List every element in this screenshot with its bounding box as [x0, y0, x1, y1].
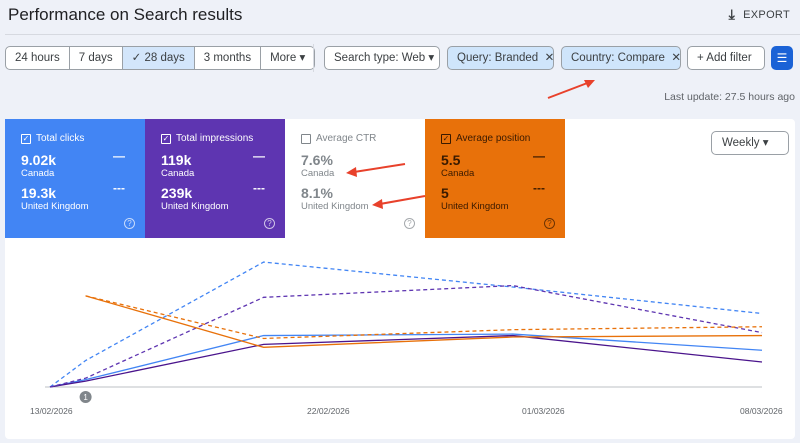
metric-label-uk: United Kingdom [441, 201, 509, 212]
solid-line-legend-icon: — [113, 149, 125, 163]
last-update: Last update: 27.5 hours ago [664, 91, 795, 103]
x-tick-label: 22/02/2026 [307, 406, 350, 416]
x-tick-label: 01/03/2026 [522, 406, 565, 416]
series-line-clicks-united-kingdom [49, 261, 763, 388]
add-filter-button[interactable]: + Add filter [687, 46, 765, 70]
metric-label-canada: Canada [21, 168, 55, 179]
metric-header: ✓ Average position [441, 133, 549, 144]
metric-value-uk: 239k [161, 185, 193, 201]
metric-value-uk: 8.1% [301, 185, 333, 201]
x-tick-label: 13/02/2026 [30, 406, 73, 416]
metric-label-uk: United Kingdom [301, 201, 369, 212]
country-filter-chip[interactable]: Country: Compare ✕ [561, 46, 681, 70]
range-28-days[interactable]: ✓ 28 days [122, 47, 195, 69]
series-line-position-united-kingdom [85, 295, 763, 340]
series-line-clicks-canada [49, 333, 763, 388]
date-range-selector: 24 hours 7 days ✓ 28 days 3 months More … [5, 46, 316, 70]
metric-label-uk: United Kingdom [161, 201, 229, 212]
export-button[interactable]: ⤓ EXPORT [729, 6, 790, 23]
metric-title: Average position [456, 133, 531, 144]
dashed-line-legend-icon: --- [253, 181, 265, 195]
range-7-days[interactable]: 7 days [70, 47, 123, 69]
metric-title: Average CTR [316, 133, 377, 144]
close-icon[interactable]: ✕ [544, 52, 555, 64]
checkbox-icon[interactable]: ✓ [161, 133, 171, 144]
metric-header: ✓ Total impressions [161, 133, 269, 144]
series-line-position-canada [85, 295, 763, 348]
metric-label-canada: Canada [161, 168, 195, 179]
filter-icon: ☰ [776, 51, 788, 65]
metric-header: Average CTR [301, 133, 409, 144]
help-icon[interactable]: ? [124, 218, 135, 229]
checkbox-icon[interactable]: ✓ [441, 133, 451, 144]
filter-settings-button[interactable]: ☰ [771, 46, 793, 70]
help-icon[interactable]: ? [544, 218, 555, 229]
range-24-hours[interactable]: 24 hours [6, 47, 70, 69]
metric-label-canada: Canada [441, 168, 475, 179]
query-filter-chip[interactable]: Query: Branded ✕ [447, 46, 554, 70]
country-filter-label: Country: Compare [571, 52, 665, 64]
metric-value-uk: 19.3k [21, 185, 57, 201]
metric-title: Total impressions [176, 133, 254, 144]
solid-line-legend-icon: — [253, 149, 265, 163]
download-icon: ⤓ [728, 6, 736, 22]
metric-value-canada: 9.02k [21, 152, 57, 168]
query-filter-label: Query: Branded [457, 52, 539, 64]
x-tick-label: 08/03/2026 [740, 406, 783, 416]
annotation-marker[interactable] [79, 391, 92, 403]
series-line-impressions-canada [49, 334, 763, 388]
solid-line-legend-icon: — [533, 149, 545, 163]
checkbox-icon[interactable]: ✓ [21, 133, 31, 144]
metric-card-average-ctr[interactable]: Average CTR 7.6% Canada 8.1% United King… [285, 119, 425, 238]
metric-card-average-position[interactable]: ✓ Average position 5.5 Canada 5 United Ki… [425, 119, 565, 238]
annotation-label: 1 [83, 393, 88, 402]
annotation-arrows [346, 163, 426, 209]
metric-header: ✓ Total clicks [21, 133, 129, 144]
search-type-dropdown[interactable]: Search type: Web ▾ [324, 46, 440, 70]
help-icon[interactable]: ? [404, 218, 415, 229]
range-more-dropdown[interactable]: More ▾ [270, 52, 306, 64]
metric-title: Total clicks [36, 133, 85, 144]
performance-panel: ✓ Total clicks 9.02k Canada 19.3k United … [5, 119, 795, 439]
page-title: Performance on Search results [8, 5, 243, 24]
help-icon[interactable]: ? [264, 218, 275, 229]
metric-value-canada: 5.5 [441, 152, 461, 168]
metric-value-canada: 7.6% [301, 152, 333, 168]
metric-card-total-clicks[interactable]: ✓ Total clicks 9.02k Canada 19.3k United … [5, 119, 145, 238]
close-icon[interactable]: ✕ [671, 52, 681, 64]
metric-card-total-impressions[interactable]: ✓ Total impressions 119k Canada 239k Unit… [145, 119, 285, 238]
dashed-line-legend-icon: --- [533, 181, 545, 195]
granularity-dropdown[interactable]: Weekly ▾ [711, 131, 789, 155]
divider [5, 34, 800, 35]
series-line-impressions-united-kingdom [49, 284, 763, 388]
dashed-line-legend-icon: --- [113, 181, 125, 195]
checkbox-icon[interactable] [301, 133, 311, 144]
metric-label-canada: Canada [301, 168, 335, 179]
export-label: EXPORT [743, 8, 790, 21]
annotation-arrow [547, 80, 595, 99]
metric-label-uk: United Kingdom [21, 201, 89, 212]
metric-value-canada: 119k [161, 152, 192, 168]
metric-value-uk: 5 [441, 185, 449, 201]
range-3-months[interactable]: 3 months [195, 47, 262, 69]
divider [313, 44, 314, 72]
